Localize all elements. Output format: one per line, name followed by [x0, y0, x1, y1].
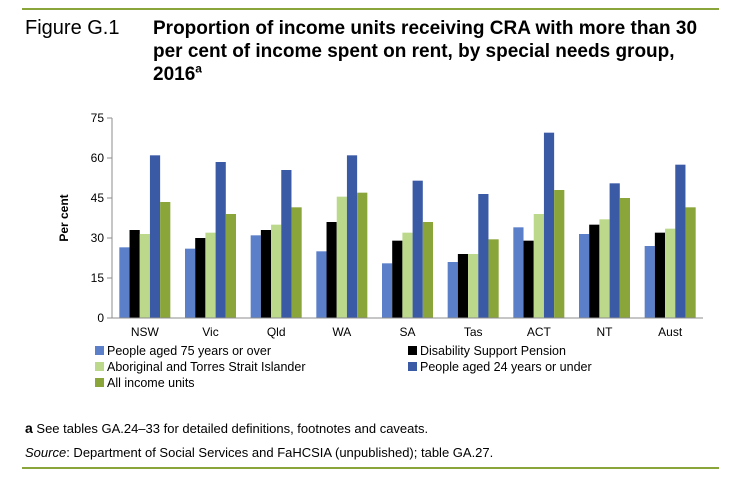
x-tick-label-vic: Vic — [202, 325, 218, 339]
legend-swatch-1 — [95, 346, 104, 355]
bar-qld-series-5 — [291, 207, 302, 318]
bar-chart: Per cent 0 15 30 45 60 75 NSW Vic Qld WA SA Tas ACT N… — [57, 111, 703, 390]
bar-tas-series-3 — [468, 254, 479, 318]
x-tick-label-nt: NT — [597, 325, 614, 339]
footnote-marker: a — [25, 420, 33, 436]
bar-sa-series-2 — [392, 240, 403, 318]
bar-tas-series-1 — [447, 262, 458, 318]
bar-tas-series-4 — [478, 194, 489, 318]
x-tick-label-tas: Tas — [464, 325, 483, 339]
bar-act-series-2 — [523, 240, 534, 318]
x-tick-label-aust: Aust — [658, 325, 683, 339]
bar-vic-series-5 — [225, 214, 236, 318]
bar-nt-series-4 — [609, 183, 620, 318]
x-tick-label-sa: SA — [399, 325, 415, 339]
figure-title: Proportion of income units receiving CRA… — [153, 17, 723, 86]
bar-tas-series-2 — [457, 254, 469, 318]
legend-label-3: Aboriginal and Torres Strait Islander — [107, 360, 306, 374]
bar-sa-series-4 — [412, 180, 423, 318]
bar-nt-series-5 — [619, 198, 630, 318]
ticks-group: 0 15 30 45 60 75 NSW Vic Qld WA SA Tas ACT NT Aust — [91, 111, 683, 339]
bar-wa-series-4 — [346, 155, 358, 318]
bar-aust-series-3 — [665, 228, 676, 318]
x-tick-label-qld: Qld — [267, 325, 286, 339]
legend-swatch-4 — [408, 362, 417, 371]
legend-swatch-5 — [95, 378, 104, 387]
y-tick-label: 75 — [91, 111, 105, 125]
bar-vic-series-1 — [185, 248, 196, 318]
y-tick-label: 0 — [97, 311, 104, 325]
bar-nsw-series-4 — [149, 155, 161, 318]
legend-label-5: All income units — [107, 376, 195, 390]
source-text: : Department of Social Services and FaHC… — [66, 445, 494, 460]
bar-nt-series-1 — [579, 234, 590, 318]
bar-aust-series-5 — [685, 207, 696, 318]
legend-swatch-3 — [95, 362, 104, 371]
bar-aust-series-1 — [644, 246, 655, 318]
figure-title-text: Proportion of income units receiving CRA… — [153, 18, 698, 85]
bar-nt-series-3 — [599, 219, 610, 318]
legend-label-1: People aged 75 years or over — [107, 344, 271, 358]
bar-nsw-series-5 — [160, 202, 171, 318]
bar-nsw-series-1 — [119, 247, 130, 318]
bar-act-series-3 — [533, 214, 544, 318]
figure-label: Figure G.1 — [25, 17, 120, 39]
legend: People aged 75 years or over Disability S… — [95, 344, 592, 390]
legend-label-2: Disability Support Pension — [420, 344, 566, 358]
y-tick-label: 30 — [91, 231, 105, 245]
source-label: Source — [25, 445, 67, 460]
bar-wa-series-2 — [326, 222, 337, 318]
y-axis-label-group: Per cent — [57, 194, 71, 241]
bar-sa-series-1 — [382, 263, 393, 318]
bar-nsw-series-2 — [129, 230, 140, 318]
x-tick-label-act: ACT — [527, 325, 552, 339]
bar-nt-series-2 — [589, 224, 600, 318]
bar-nsw-series-3 — [139, 234, 150, 318]
bar-aust-series-4 — [675, 164, 686, 318]
legend-label-4: People aged 24 years or under — [420, 360, 592, 374]
bar-wa-series-3 — [336, 196, 347, 318]
bar-vic-series-4 — [215, 162, 226, 318]
legend-swatch-2 — [408, 346, 417, 355]
bar-tas-series-5 — [488, 239, 499, 318]
y-tick-label: 15 — [91, 271, 105, 285]
footnote-text: See tables GA.24–33 for detailed definit… — [32, 421, 429, 436]
bar-qld-series-1 — [250, 235, 261, 318]
bar-qld-series-2 — [260, 230, 272, 318]
bar-vic-series-2 — [195, 238, 206, 318]
x-tick-label-wa: WA — [332, 325, 351, 339]
figure-title-superscript: a — [195, 61, 202, 76]
top-rule — [22, 8, 719, 10]
footnote: a See tables GA.24–33 for detailed defin… — [25, 420, 428, 436]
bar-wa-series-1 — [316, 251, 327, 318]
axes-group — [111, 118, 703, 319]
bottom-rule — [22, 467, 719, 469]
bar-wa-series-5 — [357, 192, 368, 318]
source-note: Source: Department of Social Services an… — [25, 445, 493, 460]
y-axis-label: Per cent — [57, 194, 71, 241]
y-tick-label: 45 — [91, 191, 105, 205]
bar-qld-series-4 — [281, 170, 292, 318]
bar-act-series-1 — [513, 227, 524, 318]
bar-act-series-4 — [543, 132, 555, 318]
x-tick-label-nsw: NSW — [131, 325, 160, 339]
bar-aust-series-2 — [654, 232, 666, 318]
bar-sa-series-3 — [402, 232, 413, 318]
bar-vic-series-3 — [205, 232, 216, 318]
bar-act-series-5 — [554, 190, 565, 318]
y-tick-label: 60 — [91, 151, 105, 165]
bar-sa-series-5 — [422, 222, 433, 318]
bar-qld-series-3 — [271, 224, 282, 318]
bars-group — [119, 132, 696, 318]
